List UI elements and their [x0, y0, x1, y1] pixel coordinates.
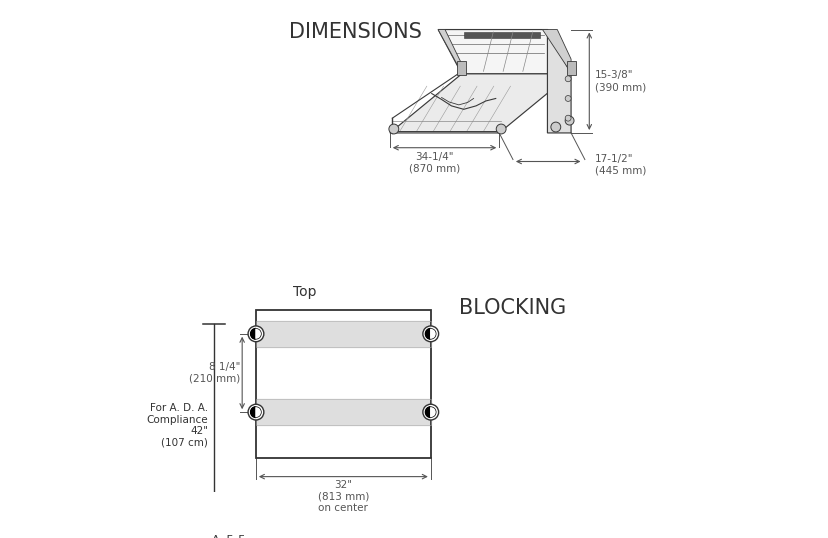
Circle shape: [565, 76, 570, 82]
Bar: [256, 310, 431, 458]
Wedge shape: [425, 407, 431, 417]
Circle shape: [248, 326, 263, 342]
Wedge shape: [431, 407, 436, 417]
Wedge shape: [256, 407, 261, 417]
Circle shape: [388, 124, 398, 134]
Polygon shape: [546, 30, 570, 133]
Text: 8 1/4"
(210 mm): 8 1/4" (210 mm): [189, 362, 240, 384]
Polygon shape: [438, 30, 570, 74]
Circle shape: [422, 404, 438, 420]
Wedge shape: [250, 407, 256, 417]
Bar: [457, 61, 465, 75]
Bar: [256, 399, 431, 426]
Text: A. F. F: A. F. F: [211, 535, 244, 538]
Text: BLOCKING: BLOCKING: [459, 298, 566, 318]
Text: Top: Top: [293, 285, 316, 299]
Bar: [256, 399, 431, 426]
Text: For A. D. A.
Compliance
42"
(107 cm): For A. D. A. Compliance 42" (107 cm): [147, 403, 208, 448]
Bar: [256, 321, 431, 347]
Wedge shape: [431, 329, 436, 339]
Circle shape: [565, 115, 570, 121]
Circle shape: [496, 124, 505, 134]
Text: 15-3/8"
(390 mm): 15-3/8" (390 mm): [595, 70, 646, 92]
Text: 34-1/4"
(870 mm): 34-1/4" (870 mm): [408, 152, 460, 173]
Circle shape: [565, 116, 573, 125]
Circle shape: [248, 404, 263, 420]
Text: DIMENSIONS: DIMENSIONS: [289, 22, 421, 42]
Bar: [566, 61, 575, 75]
Wedge shape: [425, 329, 431, 339]
Circle shape: [565, 96, 570, 102]
Polygon shape: [438, 30, 461, 73]
Text: 17-1/2"
(445 mm): 17-1/2" (445 mm): [594, 154, 645, 175]
Circle shape: [551, 122, 560, 132]
Bar: [463, 32, 539, 38]
Polygon shape: [542, 30, 570, 73]
Polygon shape: [389, 74, 570, 133]
Bar: [256, 321, 431, 347]
Wedge shape: [256, 329, 261, 339]
Circle shape: [422, 326, 438, 342]
Wedge shape: [250, 329, 256, 339]
Text: 32"
(813 mm)
on center: 32" (813 mm) on center: [317, 480, 368, 513]
